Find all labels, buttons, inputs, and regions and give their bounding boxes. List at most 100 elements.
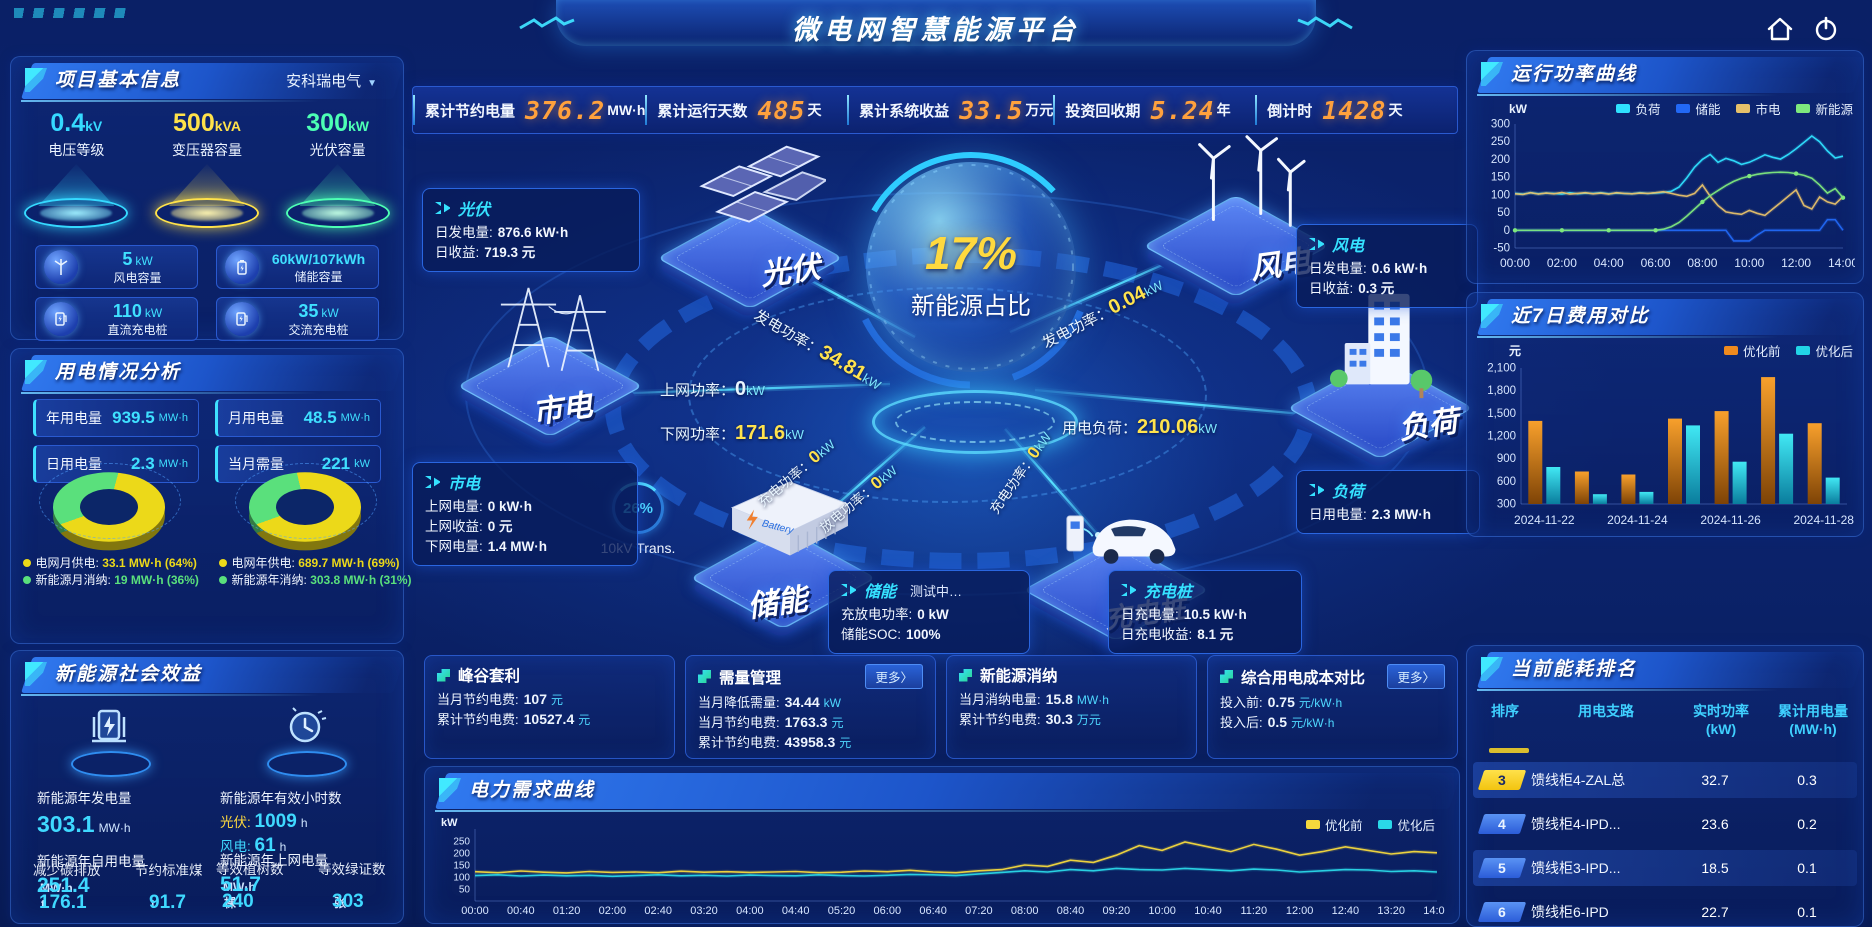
- svg-text:10:00: 10:00: [1148, 905, 1176, 917]
- legend-item[interactable]: 新能源: [1796, 99, 1853, 118]
- legend-item[interactable]: 负荷: [1616, 99, 1660, 118]
- svg-text:06:40: 06:40: [919, 905, 947, 917]
- svg-text:0: 0: [1504, 225, 1510, 237]
- legend-renew-month: 新能源月消纳: 19 MW·h (36%): [22, 572, 202, 589]
- demand-mgmt-card: 需量管理 更多〉 当月降低需量: 34.44 kW 当月节约电费: 1763.3 元 累计…: [685, 655, 936, 759]
- energy-flow-stage: 17% 新能源占比 光伏: [410, 132, 1480, 682]
- svg-text:2024-11-24: 2024-11-24: [1607, 513, 1668, 527]
- svg-text:1,800: 1,800: [1487, 385, 1516, 397]
- voltage-unit: kV: [85, 118, 103, 134]
- svg-text:06:00: 06:00: [874, 905, 902, 917]
- generation-icon: [92, 709, 126, 743]
- storage-capacity-tile: 60kW/107kWh 储能容量: [216, 245, 379, 289]
- svg-text:100: 100: [453, 873, 470, 884]
- legend-item[interactable]: 市电: [1736, 99, 1780, 118]
- svg-text:250: 250: [1491, 136, 1510, 148]
- effective-hours-label: 新能源年有效小时数: [220, 791, 342, 806]
- wind-tooltip: 风电 日发电量: 0.6 kW·h 日收益: 0.3 元: [1296, 224, 1478, 308]
- charger-tooltip: 充电桩 日充电量: 10.5 kW·h 日充电收益: 8.1 元: [1108, 570, 1302, 654]
- svg-text:02:00: 02:00: [1547, 256, 1577, 270]
- home-button[interactable]: [1764, 13, 1796, 45]
- legend-item[interactable]: 优化后: [1796, 341, 1853, 360]
- building-icon: [1329, 293, 1433, 399]
- legend-item[interactable]: 优化前: [1305, 815, 1362, 834]
- rank-badge: 5: [1477, 858, 1527, 878]
- spotlight-base: [24, 198, 129, 228]
- legend-grid-month: 电网月供电: 33.1 MW·h (64%): [22, 555, 202, 572]
- dc-charger-value: 110: [112, 301, 142, 321]
- transformer-capacity-spot: 500kVA 变压器容量: [147, 109, 267, 228]
- demand-line-chart: 250 200 150 100 50 00:00 00:40 01:20 02:00 02:40 0…: [439, 823, 1451, 922]
- cost-compare-more-button[interactable]: 更多〉: [1387, 664, 1445, 689]
- legend-swatch: [1723, 346, 1738, 355]
- power-button[interactable]: [1810, 13, 1842, 45]
- node-pv-label: 光伏: [758, 250, 823, 292]
- node-charger[interactable]: 充电桩: [1022, 484, 1210, 650]
- social-benefit-banner: 新能源社会效益: [21, 657, 393, 696]
- self-use-label: 新能源年自用电量: [37, 854, 145, 869]
- svg-text:2,100: 2,100: [1487, 363, 1516, 375]
- node-storage[interactable]: Battery 储能: [689, 472, 877, 638]
- demand-legend: 优化前 优化后: [1305, 815, 1435, 834]
- pedestal-ring: [267, 751, 347, 777]
- run-power-title: 运行功率曲线: [1511, 64, 1638, 85]
- ranking-row: 4 馈线柜4-IPD... 23.6 0.2: [1473, 806, 1857, 842]
- svg-text:2024-11-28: 2024-11-28: [1793, 513, 1854, 527]
- capacity-tiles: 5 kW 风电容量 60kW/107kWh 储能容量 110 kW 直流充电桩 35 kW 交…: [35, 245, 379, 341]
- benefit-cards: 峰谷套利 当月节约电费: 107 元 累计节约电费: 10527.4 元 需量管理 更多〉…: [424, 655, 1458, 759]
- node-pv[interactable]: 光伏: [656, 145, 844, 318]
- svg-text:150: 150: [453, 861, 470, 872]
- svg-text:10:40: 10:40: [1194, 905, 1222, 917]
- donut-orbit-ring: [39, 463, 181, 539]
- lightning-decoration-icon: [1297, 16, 1353, 30]
- chevrons-icon: [841, 584, 857, 596]
- kpi-countdown: 倒计时 1428 天: [1255, 87, 1457, 133]
- trees-label: 等效植树数: [216, 862, 284, 877]
- svg-text:02:00: 02:00: [599, 905, 627, 917]
- legend-label: 储能: [1695, 103, 1721, 117]
- svg-text:300: 300: [1497, 499, 1516, 511]
- project-info-banner: 项目基本信息: [21, 63, 393, 102]
- yearly-usage-unit: MW·h: [158, 412, 188, 424]
- legend-item[interactable]: 优化前: [1723, 341, 1780, 360]
- legend-swatch: [1616, 104, 1631, 113]
- svg-text:12:40: 12:40: [1332, 905, 1360, 917]
- legend-item[interactable]: 储能: [1676, 99, 1720, 118]
- co2-label: 减少碳排放: [33, 863, 101, 878]
- legend-swatch: [1796, 346, 1811, 355]
- dc-charger-label: 直流充电桩: [107, 323, 168, 337]
- core-orb: 17% 新能源占比: [848, 144, 1094, 390]
- certs-label: 等效绿证数: [318, 862, 386, 877]
- to-grid-label: 新能源年上网电量: [220, 853, 328, 868]
- demand-curve-panel: 电力需求曲线 kW 优化前 优化后 250 200 150 100 50 00:00 00:4…: [424, 766, 1460, 924]
- demand-mgmt-title: 需量管理: [719, 669, 782, 687]
- ac-charger-label: 交流充电桩: [288, 323, 349, 337]
- company-selector[interactable]: 安科瑞电气 ▼: [286, 70, 377, 91]
- legend-swatch: [1676, 104, 1691, 113]
- renewable-absorb-card: 新能源消纳 当月消纳电量: 15.8 MW·h 累计节约电费: 30.3 万元: [946, 655, 1197, 759]
- chevron-down-icon: ▼: [367, 78, 377, 89]
- rank-badge: 3: [1477, 770, 1527, 790]
- benefit-pedestals: [11, 703, 403, 779]
- header-band: [556, 0, 1316, 46]
- monthly-usage-unit: MW·h: [340, 412, 370, 424]
- yellow-dot-icon: [218, 559, 227, 567]
- legend-item[interactable]: 优化后: [1378, 815, 1435, 834]
- svg-text:13:20: 13:20: [1377, 905, 1405, 917]
- node-wind[interactable]: 风电: [1142, 135, 1330, 306]
- transmission-towers-icon: [500, 287, 606, 372]
- cost-bar-chart: 2,100 1,800 1,500 1,200 900 600 300 2024-11-22 2…: [1471, 360, 1861, 533]
- demand-mgmt-more-button[interactable]: 更多〉: [865, 664, 923, 689]
- legend-renew-year: 新能源年消纳: 303.8 MW·h (31%): [218, 572, 412, 589]
- kpi-saved-energy: 累计节约电量 376.2 MW·h: [413, 87, 645, 133]
- cost-compare-panel: 近7日费用对比 元 优化前 优化后 2,100 1,800 1,500 1,200 900…: [1466, 292, 1864, 537]
- ranking-list[interactable]: 3 馈线柜4-ZAL总 32.7 0.3 4 馈线柜4-IPD... 23.6 …: [1467, 748, 1863, 927]
- usage-analysis-banner: 用电情况分析: [21, 355, 393, 394]
- monthly-usage-chip: 月用电量 48.5 MW·h: [215, 399, 381, 437]
- svg-text:04:00: 04:00: [1594, 256, 1624, 270]
- self-use-glitch-block: 新能源年自用电量 减少碳排放 节约标准煤 251.4 MW·h 176.1 t 91…: [33, 850, 204, 920]
- node-grid[interactable]: 市电: [456, 280, 644, 446]
- wind-hours-value: 61: [254, 835, 276, 856]
- ev-car-icon: [1066, 515, 1176, 564]
- node-load[interactable]: 负荷: [1286, 293, 1474, 468]
